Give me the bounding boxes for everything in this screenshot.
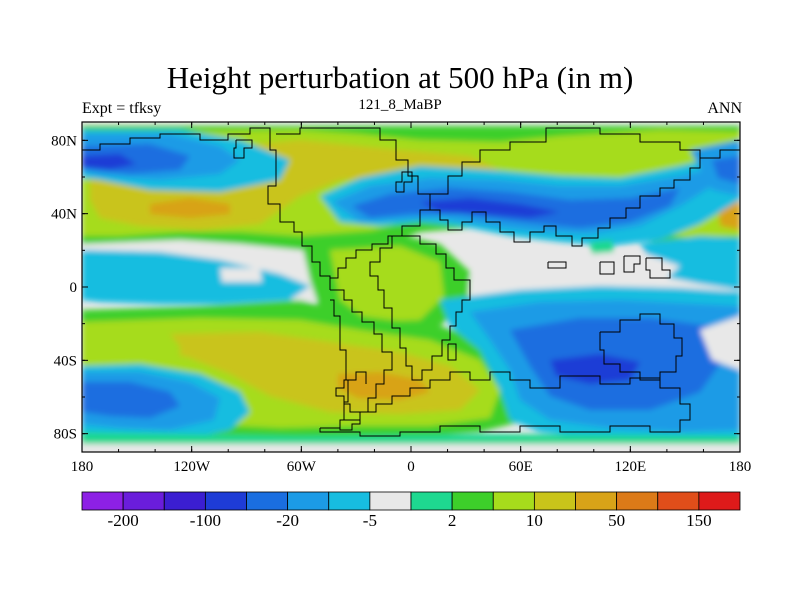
colorbar-swatch [410, 491, 453, 511]
x-tick-label: 0 [407, 459, 415, 475]
y-tick-label: 40S [54, 353, 77, 369]
colorbar-label: -200 [108, 511, 139, 530]
coastline-greenland [233, 139, 253, 159]
coastline-ngui [645, 257, 671, 279]
y-ticks [82, 139, 740, 435]
x-tick-label: 180 [71, 459, 94, 475]
colorbar-swatch [616, 491, 659, 511]
contour-npacific-core [82, 154, 136, 170]
season-label: ANN [707, 100, 742, 117]
contour-tropics-cyan [82, 250, 310, 304]
colorbar-swatch [533, 491, 576, 511]
y-tick-label: 40N [51, 207, 77, 223]
contour-nepacific-darkblue [712, 156, 740, 184]
contour-field [82, 122, 740, 452]
colorbar-swatch [204, 491, 247, 511]
colorbar [81, 491, 741, 511]
colorbar-swatch [451, 491, 494, 511]
colorbar-swatch [246, 491, 289, 511]
coastline-antarctica [319, 371, 691, 437]
colorbar-swatch [122, 491, 165, 511]
colorbar-swatch [81, 491, 124, 511]
contour-tropics-gray-patch [220, 268, 262, 282]
colorbar-label: -100 [190, 511, 221, 530]
colorbar-swatch [698, 491, 741, 511]
x-tick-label: 60W [287, 459, 317, 475]
x-tick-label: 180 [729, 459, 752, 475]
x-tick-labels: 180 120W 60W 0 60E 120E 180 [71, 459, 752, 475]
coastline-south-america [330, 289, 393, 431]
colorbar-swatch [163, 491, 206, 511]
colorbar-swatch [287, 491, 330, 511]
contour-south-orange [338, 372, 430, 400]
contour-central-yellowgreen [330, 246, 444, 322]
case-label: 121_8_MaBP [358, 97, 442, 113]
colorbar-labels: -200 -100 -20 -5 2 10 50 150 [108, 511, 712, 530]
colorbar-label: 2 [448, 511, 457, 530]
contour-eurasia-core [420, 198, 560, 218]
contour-sw-darkblue [82, 382, 180, 418]
coastline-africa [369, 235, 471, 381]
coastline-indonesia-c [623, 255, 641, 273]
contour-wpacific-teal [590, 240, 614, 254]
y-tick-label: 80S [54, 427, 77, 443]
contour-south-olive-west [180, 338, 250, 360]
coastline-australia [599, 313, 683, 381]
colorbar-label: 10 [526, 511, 543, 530]
contour-north-orange [150, 198, 230, 218]
x-tick-label: 120E [614, 459, 646, 475]
coastline-antarctic-peninsula [335, 371, 367, 413]
colorbar-swatch [492, 491, 535, 511]
colorbar-swatch [369, 491, 412, 511]
colorbar-label: 50 [608, 511, 625, 530]
experiment-label: Expt = tfksy [82, 100, 162, 117]
x-ticks [81, 122, 741, 452]
colorbar-label: 150 [686, 511, 712, 530]
coastline-indonesia [547, 261, 567, 269]
y-tick-label: 0 [70, 280, 78, 296]
coastlines [82, 127, 740, 437]
coastline-madagascar [447, 343, 457, 361]
colorbar-swatch [328, 491, 371, 511]
colorbar-label: -20 [276, 511, 299, 530]
coastline-indonesia-b [599, 261, 615, 275]
colorbar-swatch [575, 491, 618, 511]
x-tick-label: 60E [509, 459, 533, 475]
colorbar-swatch [657, 491, 700, 511]
contour-south-edge-teal [82, 432, 740, 444]
coastline-asia-south [430, 158, 701, 247]
colorbar-label: -5 [363, 511, 377, 530]
coastline-north-america [82, 127, 331, 290]
y-tick-labels: 80N 40N 0 40S 80S [51, 133, 77, 442]
coastline-europe-asia [430, 127, 740, 195]
contour-se-gray [700, 316, 740, 370]
coastline-british-isles [395, 171, 413, 193]
coastline-north-america-east [276, 127, 431, 290]
y-tick-label: 80N [51, 133, 77, 149]
contour-wpacific-gray [540, 252, 680, 284]
plot-title: Height perturbation at 500 hPa (in m) [166, 60, 634, 95]
x-tick-label: 120W [173, 459, 211, 475]
